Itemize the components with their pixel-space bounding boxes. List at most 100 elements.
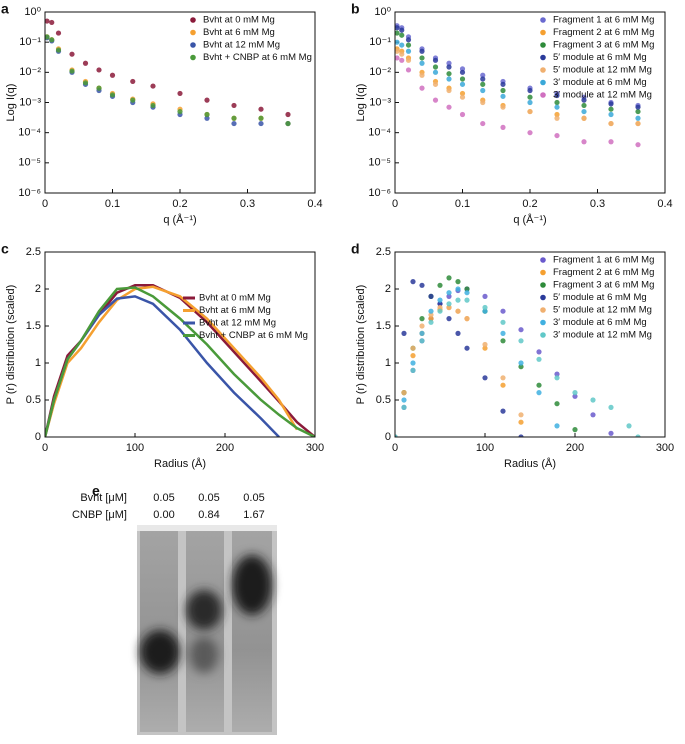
axes-frame [394, 251, 666, 438]
legend-swatch [540, 269, 546, 276]
y-tick-label: 0.5 [376, 394, 391, 406]
legend-swatch [540, 17, 546, 23]
point [500, 319, 506, 325]
panel-letter: b [351, 1, 360, 17]
point [410, 353, 416, 359]
x-tick-label: 0.1 [105, 198, 120, 210]
point [446, 64, 452, 70]
y-axis-label: P (r) distribution (scaled) [355, 285, 367, 405]
point [395, 30, 400, 36]
y-tick-label: 2.5 [26, 246, 41, 258]
point [518, 360, 524, 366]
point [572, 390, 578, 396]
point [527, 94, 533, 100]
point [405, 37, 412, 43]
legend-swatch [540, 307, 546, 313]
point [395, 25, 400, 31]
point [428, 319, 434, 325]
legend-swatch [540, 257, 546, 263]
point [608, 430, 614, 436]
point [500, 375, 506, 381]
legend-label: Fragment 1 at 6 mM Mg [553, 15, 654, 26]
point [518, 412, 524, 418]
point [399, 32, 405, 38]
point [482, 293, 488, 299]
panel-letter: d [351, 241, 360, 257]
legend-label: 3′ module at 6 mM Mg [553, 77, 647, 88]
point [581, 102, 587, 109]
point [500, 338, 506, 344]
legend-label: 5′ module at 12 mM Mg [553, 305, 652, 316]
point [419, 85, 425, 91]
point [608, 120, 614, 127]
y-tick-label: 10⁻³ [369, 96, 391, 108]
y-tick-label: 10⁻¹ [19, 36, 41, 48]
point [410, 367, 416, 373]
point [455, 330, 461, 336]
point [69, 68, 75, 74]
point [395, 48, 400, 54]
point [446, 301, 452, 307]
axes-frame [44, 11, 316, 194]
point [482, 375, 488, 381]
point [500, 408, 506, 414]
point [446, 87, 452, 94]
point [405, 57, 412, 63]
point [480, 87, 486, 94]
panel-letter: e [92, 483, 100, 499]
point [608, 101, 614, 107]
point [554, 115, 560, 121]
point [480, 81, 486, 87]
gel-value: 0.05 [153, 492, 174, 504]
point [518, 364, 524, 370]
gel-image [137, 525, 277, 735]
point [399, 27, 405, 33]
line [45, 284, 315, 437]
point [608, 111, 614, 118]
y-tick-label: 2 [35, 283, 41, 295]
gel-row-label: Bvht [μM] [80, 492, 127, 504]
legend-label: Fragment 2 at 6 mM Mg [553, 27, 654, 38]
point [401, 404, 407, 410]
point [500, 330, 506, 336]
legend-label: Bvht + CNBP at 6 mM Mg [203, 52, 312, 63]
point [527, 99, 533, 106]
x-tick-label: 0.1 [455, 198, 470, 210]
point [590, 397, 596, 403]
point [401, 390, 407, 396]
legend-label: Bvht at 6 mM Mg [199, 305, 271, 316]
point [554, 104, 560, 110]
point [482, 341, 488, 348]
legend-label: Bvht at 0 mM Mg [199, 293, 271, 304]
x-axis-label: q (Å⁻¹) [163, 213, 196, 226]
legend-swatch [540, 29, 546, 36]
legend-swatch [540, 54, 546, 61]
point [231, 115, 237, 121]
point [285, 111, 291, 118]
y-tick-label: 1.5 [26, 320, 41, 332]
legend-swatch [190, 17, 196, 23]
point [459, 111, 466, 118]
point [500, 87, 506, 94]
point [428, 293, 434, 299]
point [130, 97, 136, 103]
legend-label: Fragment 3 at 6 mM Mg [553, 280, 654, 291]
axes-frame [394, 11, 666, 194]
point [626, 423, 632, 429]
plot-area [45, 284, 315, 437]
legend-label: 5′ module at 6 mM Mg [553, 52, 647, 63]
point [395, 39, 400, 45]
point [500, 382, 506, 388]
point [45, 18, 50, 24]
point [432, 97, 439, 103]
legend-swatch [540, 282, 546, 288]
point [459, 81, 466, 87]
point [480, 99, 486, 106]
y-tick-label: 10⁰ [24, 6, 41, 18]
legend-swatch [540, 42, 546, 48]
y-tick-label: 1.5 [376, 320, 391, 332]
point [554, 375, 560, 381]
point [554, 99, 560, 106]
point [177, 90, 183, 97]
point [446, 275, 452, 281]
